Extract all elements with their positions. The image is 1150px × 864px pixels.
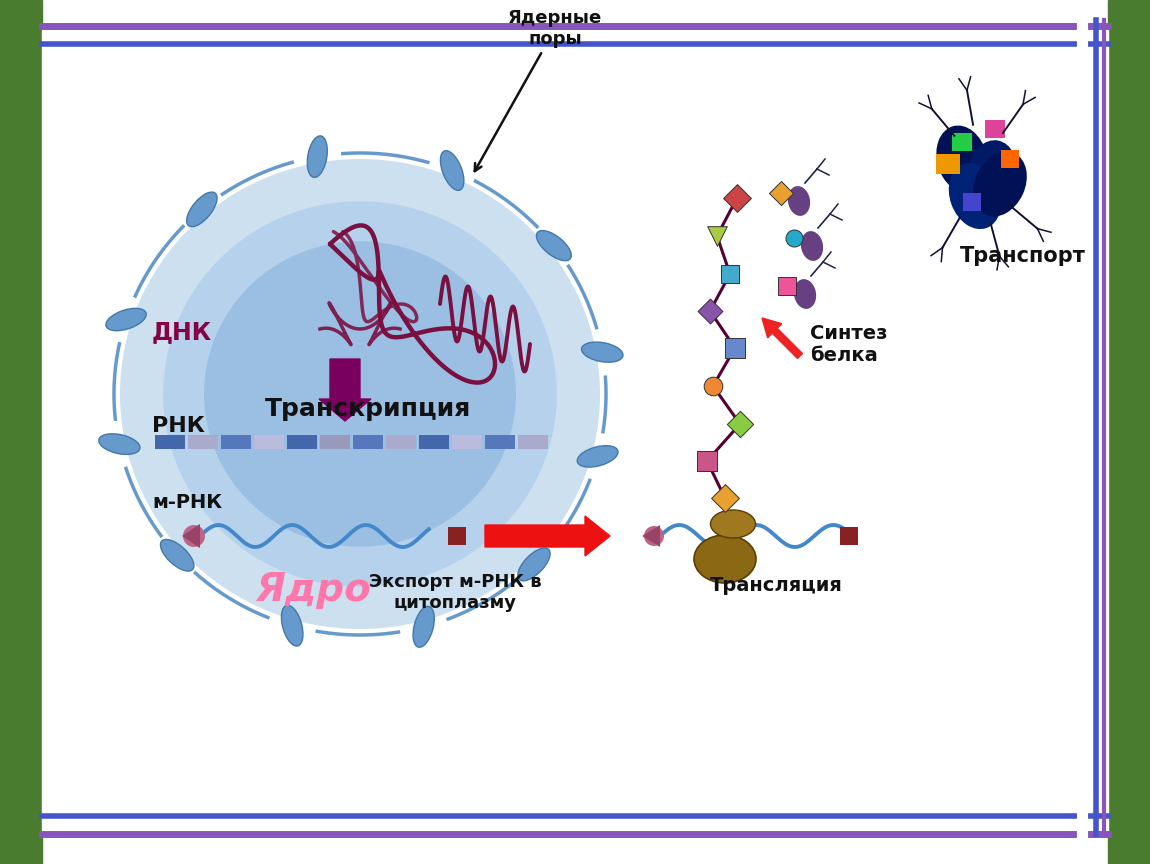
Text: РНК: РНК [152, 416, 205, 436]
Polygon shape [642, 525, 660, 547]
Point [730, 417, 749, 431]
Bar [254, 435, 284, 449]
Text: Экспорт м-РНК в
цитоплазму: Экспорт м-РНК в цитоплазму [369, 573, 542, 612]
Ellipse shape [204, 241, 516, 547]
Bar [155, 435, 185, 449]
Bar [221, 435, 251, 449]
Point [772, 186, 790, 200]
Ellipse shape [106, 308, 146, 331]
Ellipse shape [282, 606, 302, 646]
Point [700, 304, 719, 318]
Bar [485, 435, 515, 449]
Ellipse shape [800, 231, 823, 261]
Text: Трансляция: Трансляция [710, 576, 843, 595]
Text: Ядро: Ядро [255, 571, 370, 609]
Text: Транскрипция: Транскрипция [264, 397, 472, 421]
Ellipse shape [973, 151, 1027, 217]
Bar [320, 435, 350, 449]
Bar [419, 435, 448, 449]
Point [704, 379, 722, 393]
Ellipse shape [440, 150, 463, 190]
Bar [840, 527, 858, 545]
Polygon shape [182, 524, 200, 548]
Ellipse shape [949, 163, 1002, 229]
Ellipse shape [936, 125, 988, 193]
Text: м-РНК: м-РНК [152, 493, 222, 512]
Ellipse shape [644, 526, 664, 546]
Bar [386, 435, 416, 449]
Bar [452, 435, 482, 449]
Bar [353, 435, 383, 449]
Ellipse shape [536, 231, 572, 261]
Ellipse shape [120, 159, 600, 629]
Bar [518, 435, 549, 449]
Ellipse shape [518, 548, 550, 581]
Ellipse shape [577, 446, 618, 467]
Ellipse shape [967, 140, 1018, 207]
Point [721, 267, 739, 281]
Point [728, 191, 746, 205]
Bar [963, 193, 981, 211]
Ellipse shape [186, 192, 217, 226]
Point [698, 454, 716, 468]
Ellipse shape [793, 279, 816, 309]
Bar [952, 133, 972, 151]
Bar [1107, 0, 1150, 864]
Ellipse shape [161, 539, 194, 571]
FancyArrow shape [485, 516, 610, 556]
Bar [986, 120, 1005, 138]
Point [707, 229, 726, 243]
Ellipse shape [788, 186, 810, 216]
Ellipse shape [711, 510, 756, 538]
Ellipse shape [413, 607, 435, 647]
Point [784, 231, 803, 245]
Text: Ядерные
поры: Ядерные поры [475, 10, 603, 171]
Point [777, 279, 796, 293]
Bar [288, 435, 317, 449]
Bar [936, 154, 960, 174]
Text: ДНК: ДНК [152, 320, 212, 344]
Ellipse shape [307, 136, 328, 177]
Bar [448, 527, 466, 545]
Point [726, 341, 744, 355]
Point [715, 491, 734, 505]
FancyArrow shape [319, 359, 371, 421]
Ellipse shape [582, 342, 623, 362]
Bar [0, 0, 43, 864]
Text: Транспорт: Транспорт [960, 246, 1086, 266]
Text: Синтез
белка: Синтез белка [810, 324, 888, 365]
Ellipse shape [99, 434, 140, 454]
FancyArrow shape [762, 318, 803, 359]
Ellipse shape [693, 535, 756, 583]
Bar [187, 435, 218, 449]
Ellipse shape [183, 525, 205, 547]
Ellipse shape [163, 201, 557, 587]
Bar [1000, 150, 1019, 168]
